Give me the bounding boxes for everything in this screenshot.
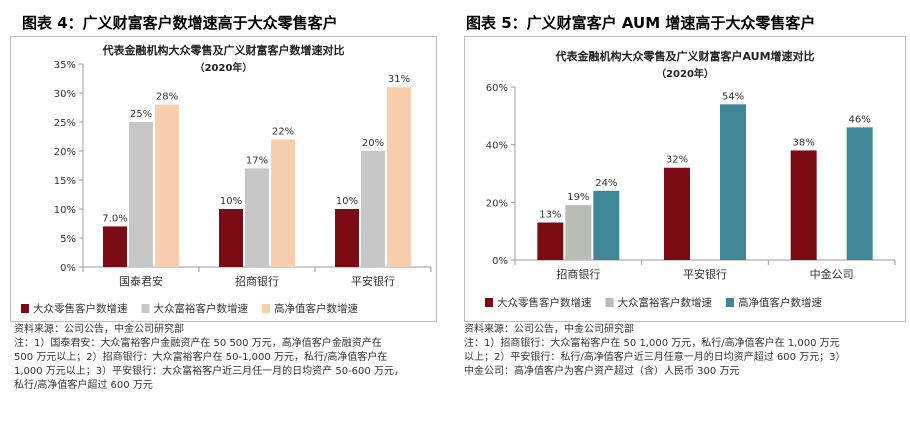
fig4-bar [155,104,179,267]
figure-5-note-1: 注：1）招商银行：大众富裕客户在 50 1,000 万元，私行/高净值客户在 1… [464,338,840,349]
figure-5-source: 资料来源：公司公告，中金公司研究部 [464,324,634,335]
fig5-y-tick-label: 40% [486,141,508,152]
fig4-y-tick-label: 15% [54,176,76,187]
figure-4-svg: 代表金融机构大众零售及广义财富客户数增速对比 （2020年） 0% 5% 10% 15% 2… [21,43,432,315]
fig5-legend-swatch [485,298,493,307]
fig5-chart-title: 代表金融机构大众零售及广义财富客户AUM增速对比 [554,49,814,63]
fig5-legend-label: 高净值客户数增速 [738,296,822,309]
fig4-legend-label: 大众零售客户数增速 [33,302,128,315]
fig4-data-label: 22% [272,126,294,137]
fig4-data-label: 31% [388,74,410,85]
fig4-y-tick-label: 10% [54,205,76,216]
fig4-x-tick-label: 招商银行 [235,274,279,288]
figure-4-title: 图表 4：广义财富客户数增速高于大众零售客户 [22,14,338,32]
fig5-bar [846,127,873,260]
fig4-bar [129,122,153,267]
fig5-data-label: 13% [539,210,561,221]
figure-4-panel: 图表 4：广义财富客户数增速高于大众零售客户 代表金融机构大众零售及广义财富客户… [0,0,450,447]
fig5-y-tick-label: 60% [486,83,508,94]
fig5-chart-subtitle: （2020年） [656,67,714,80]
figure-5-note-3: 中金公司：高净值客户为客户资产超过（含）人民币 300 万元 [464,366,740,377]
fig4-y-tick-label: 5% [60,234,76,245]
figure-4-note-3: 1,000 万元以上；3）平安银行：大众富裕客户近三月任一月的日均资产 50-6… [14,366,404,377]
figure-5-notes: 资料来源：公司公告，中金公司研究部 注：1）招商银行：大众富裕客户在 50 1,… [464,323,904,379]
figure-4-note-4: 私行/高净值客户超过 600 万元 [14,380,153,391]
fig5-data-label: 54% [722,91,744,102]
figure-5-title: 图表 5：广义财富客户 AUM 增速高于大众零售客户 [466,14,816,32]
fig4-bar [335,209,359,267]
fig5-x-tick-label: 招商银行 [556,267,600,281]
fig4-y-tick-label: 20% [54,147,76,158]
figure-5-panel: 图表 5：广义财富客户 AUM 增速高于大众零售客户 代表金融机构大众零售及广义… [458,0,910,447]
fig4-bar [245,168,269,267]
figure-4-source: 资料来源：公司公告，中金公司研究部 [14,324,184,335]
fig4-bar [361,151,385,267]
fig5-x-tick-label: 中金公司 [810,267,854,281]
fig4-bar [103,226,127,267]
fig4-data-label: 28% [156,92,178,103]
fig4-x-tick-label: 国泰君安 [119,274,163,288]
fig4-data-label: 7.0% [102,213,127,224]
fig5-bar [537,222,564,260]
fig4-y-tick-label: 25% [54,118,76,129]
fig4-bar [387,87,411,267]
figure-5-chart: 代表金融机构大众零售及广义财富客户AUM增速对比 （2020年） 0% 20% 40% 6… [464,36,906,322]
fig4-chart-title: 代表金融机构大众零售及广义财富客户数增速对比 [102,43,345,57]
fig5-data-label: 38% [793,137,815,148]
fig4-data-label: 10% [336,196,358,207]
fig4-legend-label: 大众富裕客户数增速 [154,302,249,315]
fig4-x-tick-label: 平安银行 [351,274,395,288]
figure-4-chart: 代表金融机构大众零售及广义财富客户数增速对比 （2020年） 0% 5% 10% 15% 2… [10,36,437,322]
fig4-data-label: 17% [246,155,268,166]
fig4-chart-subtitle: （2020年） [195,61,253,74]
fig5-data-label: 19% [567,192,589,203]
fig5-legend-label: 大众零售客户数增速 [497,296,592,309]
fig4-data-label: 25% [130,109,152,120]
figure-4-notes: 资料来源：公司公告，中金公司研究部 注：1）国泰君安：大众富裕客户金融资产在 5… [14,323,444,393]
fig4-y-tick-label: 35% [54,60,76,71]
fig5-data-label: 32% [666,155,688,166]
fig5-bar [664,167,690,260]
fig5-legend-swatch [605,298,614,307]
fig4-y-tick-label: 0% [60,263,76,274]
fig4-legend-swatch [262,304,270,313]
fig4-data-label: 20% [362,138,384,149]
fig5-y-tick-label: 0% [492,256,508,267]
figure-4-note-2: 500 万元以上；2）招商银行：大众富裕客户在 50-1,000 万元，私行/高… [14,352,388,363]
figure-5-svg: 代表金融机构大众零售及广义财富客户AUM增速对比 （2020年） 0% 20% 40% 6… [485,49,896,309]
fig4-legend-swatch [141,304,150,313]
fig5-legend-label: 大众富裕客户数增速 [618,296,713,309]
fig5-bar [565,205,592,260]
fig4-bar [271,139,295,267]
fig5-y-tick-label: 20% [486,198,508,209]
fig4-data-label: 10% [220,196,242,207]
fig4-y-tick-label: 30% [54,89,76,100]
fig4-legend-swatch [21,304,29,313]
fig5-data-label: 46% [849,114,871,125]
fig4-bar [219,209,243,267]
fig5-bar [790,150,817,260]
figure-5-note-2: 以上；2）平安银行：私行/高净值客户近三月任意一月的日均资产超过 600 万元；… [464,352,846,363]
figure-4-note-1: 注：1）国泰君安：大众富裕客户金融资产在 50 500 万元，高净值客户金融资产… [14,338,382,349]
fig5-legend-swatch [726,298,734,307]
fig5-bar [720,104,746,260]
fig5-bar [593,190,620,260]
fig5-x-tick-label: 平安银行 [683,267,727,281]
fig4-legend-label: 高净值客户数增速 [274,302,358,315]
fig5-data-label: 24% [595,178,617,189]
